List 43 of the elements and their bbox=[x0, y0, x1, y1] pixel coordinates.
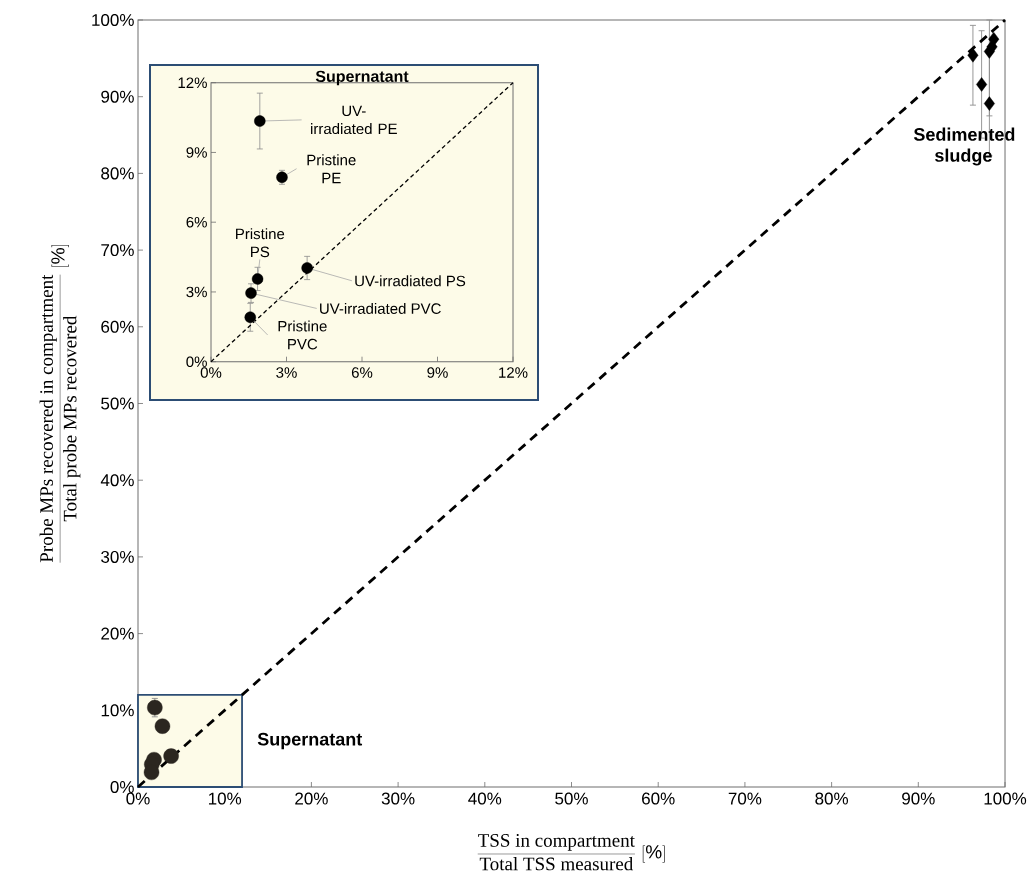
x-tick-label: 0% bbox=[126, 792, 150, 805]
x-tick-label: 100% bbox=[984, 792, 1027, 805]
annotation: Sedimented sludge bbox=[913, 127, 1015, 166]
x-tick-label: 30% bbox=[381, 792, 415, 805]
annotation: UV-irradiated PE bbox=[311, 105, 397, 135]
y-tick-label: 3% bbox=[186, 286, 207, 298]
y-tick-label: 60% bbox=[101, 320, 134, 333]
y-tick-label: 12% bbox=[178, 77, 207, 88]
y-tick-label: 6% bbox=[186, 216, 207, 228]
annotation: Pristine PVC bbox=[278, 320, 327, 350]
x-tick-label: 70% bbox=[728, 792, 762, 805]
x-tick-label: 6% bbox=[351, 367, 373, 378]
y-tick-label: 0% bbox=[186, 356, 207, 367]
chart-title: Supernatant bbox=[315, 70, 409, 86]
x-tick-label: 90% bbox=[902, 792, 935, 805]
y-tick-label: 0% bbox=[110, 780, 134, 794]
y-tick-label: 40% bbox=[100, 474, 134, 487]
x-tick-label: 20% bbox=[295, 792, 328, 805]
annotation: Pristine PE bbox=[307, 154, 356, 184]
annotation: Supernatant bbox=[257, 732, 363, 750]
x-tick-label: 80% bbox=[815, 792, 849, 805]
annotation: Pristine PS bbox=[236, 228, 285, 258]
x-tick-label: 10% bbox=[208, 792, 242, 805]
y-tick-label: 70% bbox=[101, 244, 134, 257]
x-axis-title: $\frac{\mbox{TSS in compartment}}{\mbox{Total TSS measured}}\;[\%]$ bbox=[477, 834, 665, 871]
x-tick-label: 40% bbox=[468, 792, 502, 805]
y-tick-label: 50% bbox=[101, 397, 134, 410]
y-tick-label: 20% bbox=[101, 627, 134, 640]
x-tick-label: 12% bbox=[499, 367, 528, 378]
x-tick-label: 60% bbox=[642, 792, 675, 805]
x-tick-label: 9% bbox=[427, 367, 448, 378]
x-tick-label: 50% bbox=[555, 792, 588, 805]
annotation: UV-irradiated PVC bbox=[320, 302, 441, 314]
y-tick-label: 9% bbox=[186, 147, 207, 158]
y-tick-label: 80% bbox=[101, 167, 134, 180]
y-tick-label: 10% bbox=[101, 704, 134, 717]
annotation: UV-irradiated PS bbox=[355, 275, 466, 287]
x-tick-label: 0% bbox=[200, 367, 222, 378]
y-tick-label: 30% bbox=[101, 550, 134, 563]
y-axis-title: $\frac{\mbox{Probe MPs recovered in compartment}}{\mbox{Total probe MPs recovered}}\;[\%]$ bbox=[39, 244, 81, 563]
x-tick-label: 3% bbox=[276, 367, 297, 378]
y-tick-label: 100% bbox=[92, 13, 134, 27]
y-tick-label: 90% bbox=[101, 90, 134, 103]
